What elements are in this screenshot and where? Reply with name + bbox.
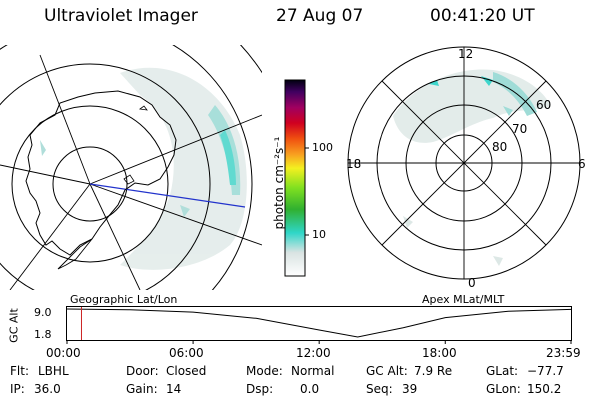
seq-value: 39 <box>402 382 418 396</box>
mlat-label-80: 80 <box>492 140 508 154</box>
mode-value: Normal <box>291 364 335 378</box>
flt-label: Flt: <box>10 364 29 378</box>
instrument-title: Ultraviolet Imager <box>44 6 198 26</box>
mlt-label-6: 6 <box>578 157 586 171</box>
mlat-label-60: 60 <box>536 98 552 112</box>
colorbar-gradient <box>284 79 306 277</box>
glat-value: −77.7 <box>527 364 564 378</box>
door-value: Closed <box>166 364 207 378</box>
colorbar-tick-10: 10 <box>312 228 326 241</box>
mlt-label-18: 18 <box>346 157 362 171</box>
altitude-ylabel: GC Alt <box>7 308 21 343</box>
xtick-1200: 12:00 <box>296 346 331 360</box>
glat-label: GLat: <box>486 364 519 378</box>
continent-outline <box>25 90 177 256</box>
geographic-caption: Geographic Lat/Lon <box>70 293 178 306</box>
altitude-plot-frame <box>66 306 572 341</box>
ip-value: 36.0 <box>34 382 61 396</box>
seq-label: Seq: <box>366 382 393 396</box>
altitude-plot <box>66 306 572 344</box>
glon-label: GLon: <box>486 382 521 396</box>
altitude-curve <box>66 308 572 338</box>
aurora-emission-left <box>40 67 247 270</box>
mlt-label-0: 0 <box>468 276 476 290</box>
colorbar <box>284 79 309 277</box>
latitude-circles-left <box>0 45 262 290</box>
mode-label: Mode: <box>246 364 283 378</box>
dsp-value: 0.0 <box>300 382 320 396</box>
meridian-lines-left <box>0 54 262 290</box>
magnetic-polar-plot <box>347 46 581 280</box>
flt-value: LBHL <box>38 364 69 378</box>
colorbar-tick-100: 100 <box>312 141 333 154</box>
xtick-0000: 00:00 <box>46 346 81 360</box>
xtick-1800: 18:00 <box>422 346 457 360</box>
altitude-ytick-top: 9.0 <box>34 306 52 319</box>
altitude-ytick-bottom: 1.8 <box>34 328 52 341</box>
colorbar-unit-label: photon cm⁻²s⁻¹ <box>272 136 286 230</box>
apex-caption: Apex MLat/MLT <box>422 293 505 306</box>
xtick-0600: 06:00 <box>169 346 204 360</box>
door-label: Door: <box>126 364 159 378</box>
gcalt-value: 7.9 Re <box>414 364 453 378</box>
observation-date: 27 Aug 07 <box>276 6 364 26</box>
sun-direction-line <box>89 183 246 208</box>
dsp-label: Dsp: <box>246 382 274 396</box>
glon-value: 150.2 <box>527 382 562 396</box>
observation-time: 00:41:20 UT <box>430 6 535 26</box>
ip-label: IP: <box>10 382 25 396</box>
gcalt-label: GC Alt: <box>366 364 408 378</box>
mlt-label-12: 12 <box>458 47 474 61</box>
geographic-map <box>0 45 262 290</box>
mlat-label-70: 70 <box>512 122 528 136</box>
xtick-2359: 23:59 <box>546 346 581 360</box>
mlt-lines <box>348 47 580 279</box>
gain-label: Gain: <box>126 382 158 396</box>
gain-value: 14 <box>166 382 182 396</box>
